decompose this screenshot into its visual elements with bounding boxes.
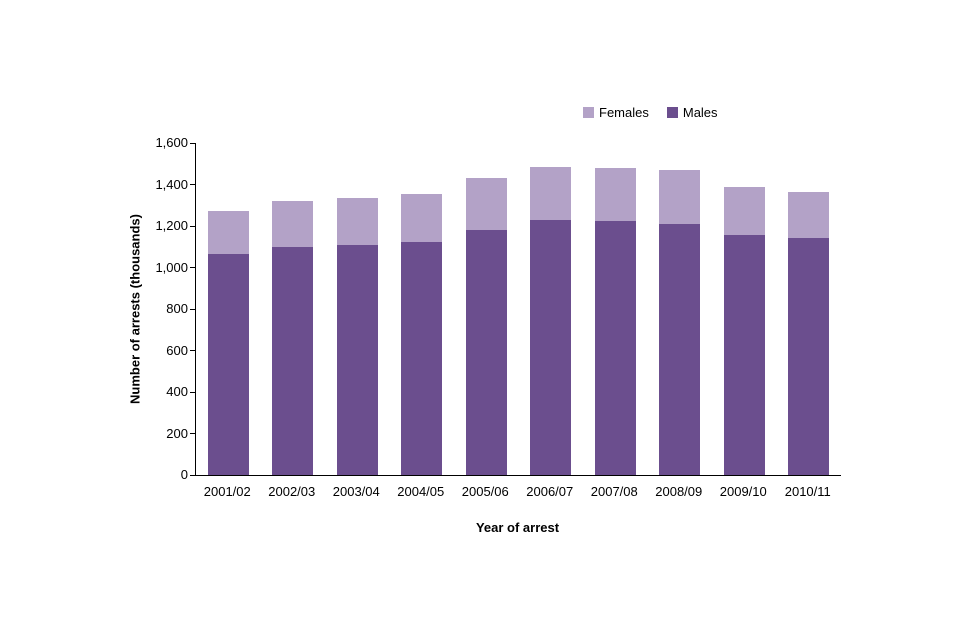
y-tick-label: 200 bbox=[166, 425, 188, 441]
x-tick-label: 2006/07 bbox=[526, 484, 574, 499]
bar-segment-males-2002-03 bbox=[272, 246, 314, 475]
y-tick-mark bbox=[190, 433, 195, 434]
y-tick-label: 800 bbox=[166, 301, 188, 316]
bar-segment-females-2004-05 bbox=[401, 193, 443, 242]
y-tick-label: 600 bbox=[166, 342, 188, 358]
bar-segment-males-2009-10 bbox=[723, 235, 765, 475]
bar-segment-males-2006-07 bbox=[530, 219, 572, 475]
bar-segment-females-2002-03 bbox=[272, 201, 314, 247]
x-tick-label: 2007/08 bbox=[590, 484, 638, 499]
legend-swatch-males bbox=[666, 107, 678, 118]
bar-segment-females-2009-10 bbox=[723, 186, 765, 236]
x-axis-title: Year of arrest bbox=[475, 520, 560, 535]
bar-segment-males-2005-06 bbox=[465, 230, 507, 475]
legend-item-females: Females bbox=[583, 105, 649, 120]
bar-segment-females-2006-07 bbox=[530, 166, 572, 220]
bar-segment-males-2008-09 bbox=[659, 223, 701, 475]
y-tick-label: 1,600 bbox=[155, 135, 188, 150]
legend-swatch-females bbox=[583, 107, 594, 118]
x-tick-label: 2005/06 bbox=[461, 484, 509, 499]
y-tick-mark bbox=[190, 225, 195, 227]
bar-segment-males-2010-11 bbox=[788, 238, 830, 475]
bar-segment-females-2003-04 bbox=[336, 198, 378, 245]
y-tick-mark bbox=[190, 142, 195, 144]
x-tick-label: 2004/05 bbox=[397, 484, 445, 499]
bar-segment-males-2001-02 bbox=[207, 254, 249, 475]
bar-segment-females-2007-08 bbox=[594, 167, 636, 221]
x-tick-label: 2010/11 bbox=[784, 484, 831, 499]
bar-segment-males-2007-08 bbox=[594, 220, 636, 475]
x-tick-label: 2009/10 bbox=[719, 484, 767, 499]
bar-segment-females-2010-11 bbox=[788, 191, 830, 239]
bar-segment-females-2005-06 bbox=[465, 178, 507, 231]
y-tick-mark bbox=[190, 474, 195, 476]
y-tick-label: 400 bbox=[166, 384, 188, 399]
x-tick-label: 2001/02 bbox=[203, 484, 251, 499]
y-tick-label: 1,000 bbox=[155, 259, 188, 275]
y-tick-mark bbox=[190, 267, 195, 268]
legend-label: Males bbox=[682, 105, 718, 120]
bar-segment-females-2008-09 bbox=[659, 170, 701, 224]
y-tick-label: 1,400 bbox=[155, 176, 188, 192]
x-tick-label: 2003/04 bbox=[332, 484, 380, 499]
plot-area bbox=[195, 143, 841, 476]
bar-segment-females-2001-02 bbox=[207, 211, 249, 255]
legend: Females Males bbox=[583, 105, 718, 120]
y-tick-mark bbox=[190, 350, 195, 351]
y-tick-label: 1,200 bbox=[155, 218, 188, 233]
bar-segment-males-2004-05 bbox=[401, 241, 443, 475]
x-tick-label: 2002/03 bbox=[268, 484, 316, 499]
y-tick-mark bbox=[190, 308, 195, 310]
legend-label: Females bbox=[599, 105, 649, 120]
bar-segment-males-2003-04 bbox=[336, 244, 378, 475]
y-tick-mark bbox=[190, 391, 195, 393]
legend-item-males: Males bbox=[666, 105, 718, 120]
y-tick-label: 0 bbox=[180, 467, 188, 482]
y-tick-mark bbox=[190, 184, 195, 185]
x-tick-label: 2008/09 bbox=[655, 484, 703, 499]
